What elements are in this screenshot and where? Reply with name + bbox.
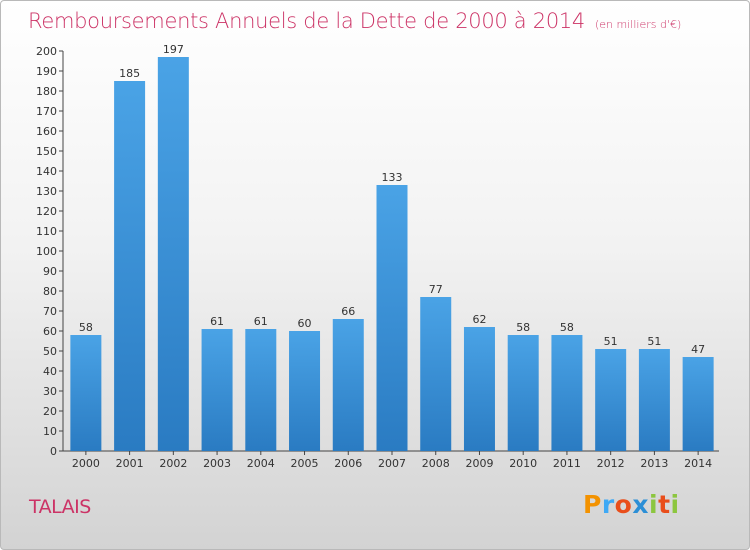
bar-2007	[376, 185, 408, 451]
y-tick-label: 100	[36, 245, 57, 258]
data-label-2008: 77	[429, 283, 443, 296]
bar-2001	[114, 81, 146, 451]
bar-2014	[682, 357, 714, 451]
chart-unit: (en milliers d'€)	[595, 18, 682, 31]
x-tick-label-2013: 2013	[640, 457, 668, 470]
data-label-2005: 60	[298, 317, 312, 330]
data-label-2002: 197	[163, 43, 184, 56]
chart-title: Remboursements Annuels de la Dette de 20…	[28, 9, 681, 33]
y-tick-label: 180	[36, 85, 57, 98]
y-tick-label: 40	[43, 365, 57, 378]
y-tick-label: 30	[43, 385, 57, 398]
place-name: TALAIS	[29, 496, 91, 518]
bar-2006	[332, 319, 364, 451]
data-label-2001: 185	[119, 67, 140, 80]
x-tick-label-2002: 2002	[159, 457, 187, 470]
data-label-2014: 47	[691, 343, 705, 356]
x-tick-label-2004: 2004	[247, 457, 275, 470]
y-tick-label: 200	[36, 45, 57, 58]
logo-letter: r	[601, 490, 615, 519]
bar-2003	[201, 329, 233, 451]
logo-letter: i	[649, 490, 659, 519]
data-label-2010: 58	[516, 321, 530, 334]
proxiti-logo: Proxiti	[583, 490, 680, 519]
bar-2013	[638, 349, 670, 451]
bar-2009	[463, 327, 495, 451]
y-tick-label: 120	[36, 205, 57, 218]
bar-2000	[70, 335, 102, 451]
y-tick-label: 160	[36, 125, 57, 138]
x-tick-label-2007: 2007	[378, 457, 406, 470]
x-tick-label-2003: 2003	[203, 457, 231, 470]
y-tick-label: 50	[43, 345, 57, 358]
x-tick-label-2009: 2009	[465, 457, 493, 470]
bar-2004	[245, 329, 277, 451]
x-tick-label-2011: 2011	[553, 457, 581, 470]
y-axis: 0 10 20 30 40 50 60 70 80 90 100 110 120 130 140 150 160…	[36, 45, 64, 458]
bars: 58 185 197 61 61 60 66 133 77 62 58 58 51 51 47	[70, 43, 714, 451]
y-tick-label: 80	[43, 285, 57, 298]
bar-2002	[157, 57, 189, 451]
chart-title-text: Remboursements Annuels de la Dette de 20…	[28, 9, 585, 33]
data-label-2000: 58	[79, 321, 93, 334]
data-label-2003: 61	[210, 315, 224, 328]
data-label-2006: 66	[341, 305, 355, 318]
x-tick-label-2006: 2006	[334, 457, 362, 470]
bar-2005	[289, 331, 321, 451]
x-tick-label-2005: 2005	[291, 457, 319, 470]
y-tick-label: 0	[50, 445, 57, 458]
logo-letter: x	[632, 490, 649, 519]
y-tick-label: 140	[36, 165, 57, 178]
y-tick-label: 110	[36, 225, 57, 238]
x-tick-label-2014: 2014	[684, 457, 712, 470]
x-tick-label-2012: 2012	[597, 457, 625, 470]
y-tick-label: 130	[36, 185, 57, 198]
data-label-2004: 61	[254, 315, 268, 328]
data-label-2012: 51	[604, 335, 618, 348]
y-tick-label: 170	[36, 105, 57, 118]
data-label-2009: 62	[472, 313, 486, 326]
y-tick-label: 60	[43, 325, 57, 338]
x-axis: 2000 2001 2002 2003 2004 2005 2006 2007 2008 2009…	[63, 450, 719, 470]
bar-2011	[551, 335, 583, 451]
x-tick-label-2000: 2000	[72, 457, 100, 470]
data-label-2007: 133	[382, 171, 403, 184]
data-label-2013: 51	[647, 335, 661, 348]
y-tick-label: 150	[36, 145, 57, 158]
logo-letter: o	[614, 490, 633, 519]
bar-2010	[507, 335, 539, 451]
data-label-2011: 58	[560, 321, 574, 334]
y-tick-label: 20	[43, 405, 57, 418]
y-tick-label: 10	[43, 425, 57, 438]
logo-letter: P	[583, 490, 602, 519]
y-tick-label: 190	[36, 65, 57, 78]
logo-letter: i	[670, 490, 680, 519]
bar-2012	[595, 349, 627, 451]
x-tick-label-2010: 2010	[509, 457, 537, 470]
y-tick-label: 90	[43, 265, 57, 278]
x-tick-label-2001: 2001	[116, 457, 144, 470]
x-tick-label-2008: 2008	[422, 457, 450, 470]
logo-letter: t	[658, 490, 671, 519]
y-tick-label: 70	[43, 305, 57, 318]
bar-2008	[420, 297, 452, 451]
